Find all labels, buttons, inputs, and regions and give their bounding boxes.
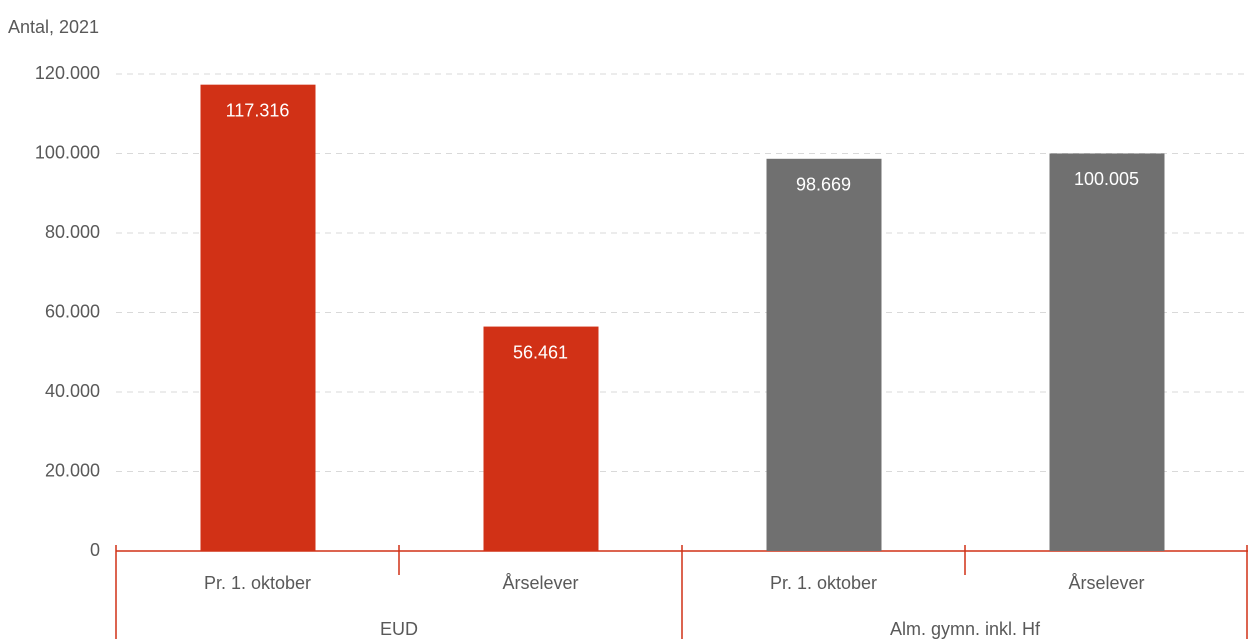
y-tick-label: 0 [90, 540, 100, 560]
x-tick-label: Årselever [502, 573, 578, 593]
group-label: Alm. gymn. inkl. Hf [890, 619, 1041, 639]
y-tick-label: 20.000 [45, 460, 100, 480]
data-label: 98.669 [796, 175, 851, 195]
y-tick-label: 40.000 [45, 381, 100, 401]
y-axis-label: Antal, 2021 [8, 17, 99, 37]
bar [1049, 153, 1165, 552]
data-label: 117.316 [226, 100, 290, 120]
y-tick-label: 100.000 [35, 142, 100, 162]
data-label: 100.005 [1074, 169, 1139, 189]
data-label: 56.461 [513, 342, 568, 362]
y-tick-label: 60.000 [45, 301, 100, 321]
x-tick-label: Pr. 1. oktober [770, 573, 877, 593]
y-tick-label: 120.000 [35, 63, 100, 83]
bar [483, 326, 599, 551]
group-label: EUD [380, 619, 418, 639]
x-tick-label: Årselever [1068, 573, 1144, 593]
x-tick-label: Pr. 1. oktober [204, 573, 311, 593]
bar [200, 84, 316, 552]
y-tick-label: 80.000 [45, 222, 100, 242]
bar [766, 158, 882, 552]
